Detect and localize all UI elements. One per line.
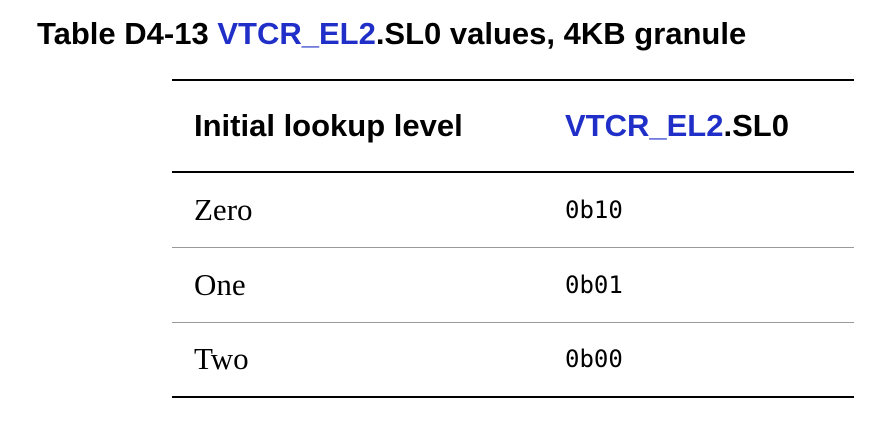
- table-row: Two 0b00: [172, 322, 854, 397]
- table-row: One 0b01: [172, 247, 854, 322]
- header-vtcr-el2-link[interactable]: VTCR_EL2: [565, 108, 724, 143]
- sl0-value-cell: 0b00: [565, 345, 623, 374]
- table-row: Zero 0b10: [172, 172, 854, 247]
- caption-prefix: Table D4-13: [37, 16, 218, 51]
- table-body: Zero 0b10 One 0b01 Two 0b00: [172, 172, 854, 397]
- table-caption: Table D4-13 VTCR_EL2.SL0 values, 4KB gra…: [37, 14, 746, 54]
- header-sl0-suffix: .SL0: [723, 108, 789, 143]
- sl0-values-table: Initial lookup level VTCR_EL2.SL0 Zero 0…: [172, 79, 854, 398]
- caption-suffix: .SL0 values, 4KB granule: [375, 16, 747, 51]
- lookup-level-cell: Zero: [194, 191, 253, 227]
- sl0-value-cell: 0b01: [565, 270, 623, 299]
- caption-vtcr-el2-link[interactable]: VTCR_EL2: [217, 16, 376, 51]
- header-row: Initial lookup level VTCR_EL2.SL0: [172, 80, 854, 172]
- header-initial-lookup-level: Initial lookup level: [194, 108, 463, 143]
- lookup-level-cell: Two: [194, 341, 249, 377]
- sl0-value-cell: 0b10: [565, 195, 623, 224]
- table-header: Initial lookup level VTCR_EL2.SL0: [172, 80, 854, 172]
- header-vtcr-el2-sl0: VTCR_EL2.SL0: [565, 80, 854, 172]
- lookup-level-cell: One: [194, 266, 246, 302]
